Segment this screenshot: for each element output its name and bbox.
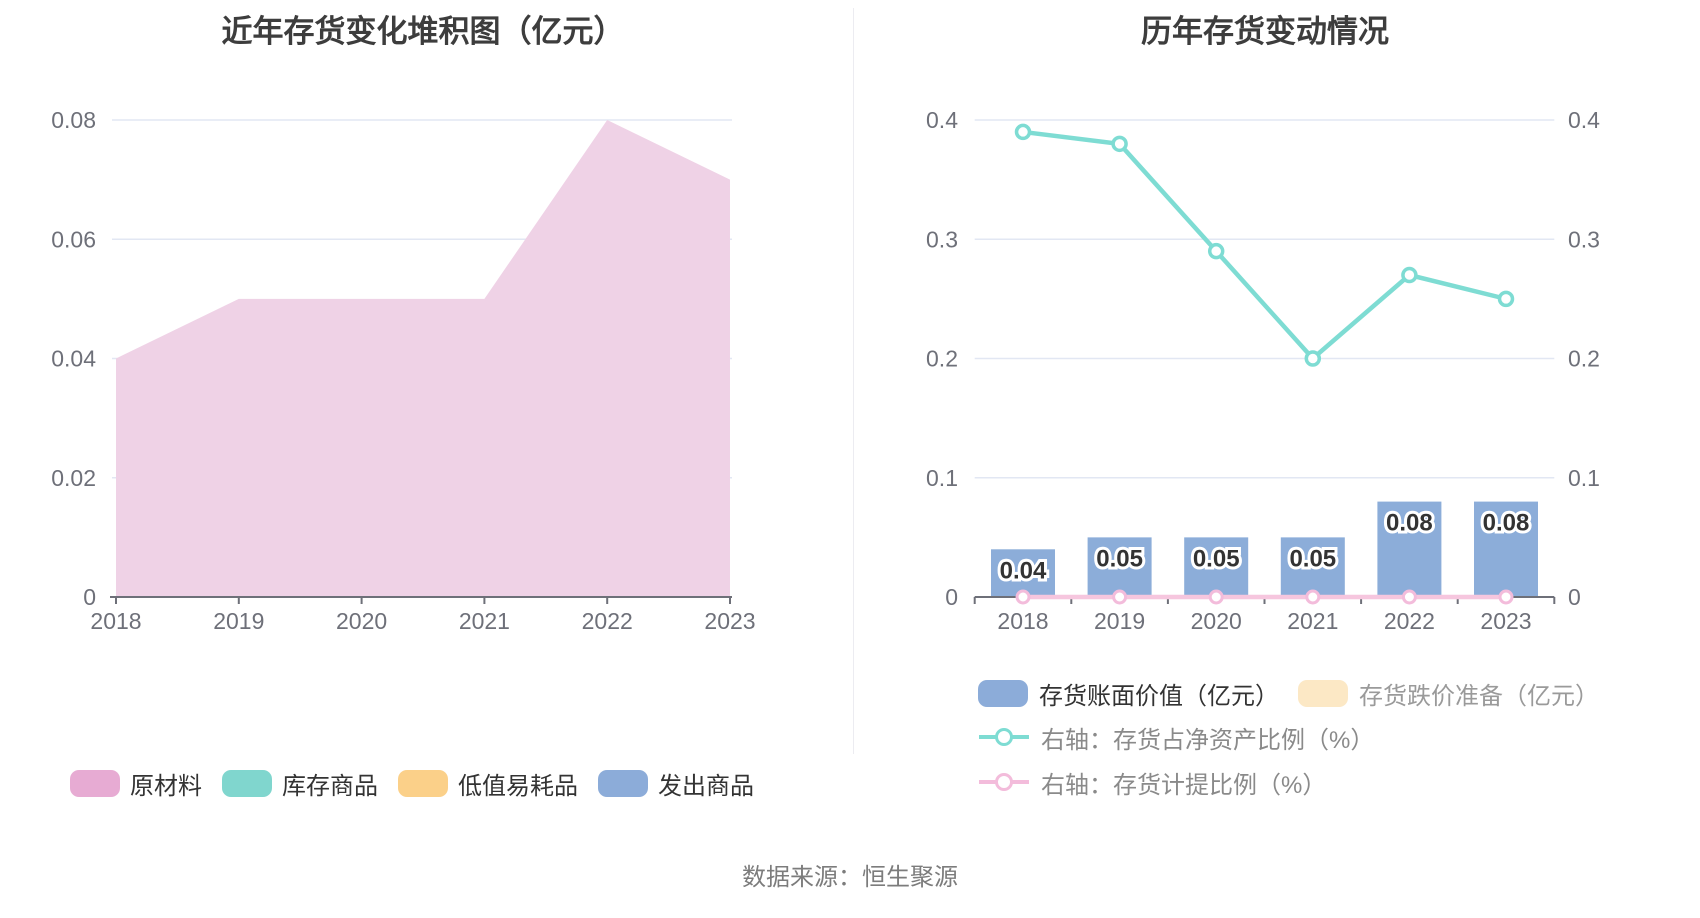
legend-item-inventory-depreciation-reserve[interactable]: 存货跌价准备（亿元） xyxy=(1298,679,1599,710)
right-y-axis-tick-label: 0.3 xyxy=(1568,226,1600,252)
line-marker[interactable] xyxy=(1304,350,1322,367)
left-y-axis-tick-label: 0.2 xyxy=(926,346,958,372)
left-chart-legend: 原材料 库存商品 低值易耗品 发出商品 xyxy=(70,769,754,800)
x-axis-tick-label: 2020 xyxy=(336,608,387,634)
x-axis-tick-label: 2021 xyxy=(459,608,510,634)
x-axis-tick-label: 2019 xyxy=(213,608,264,634)
legend-swatch-pink xyxy=(70,769,120,797)
x-axis-tick-label: 2018 xyxy=(90,608,141,634)
bar-2023[interactable] xyxy=(1474,501,1538,597)
legend-swatch-teal xyxy=(222,769,272,797)
pink-line-marker-icon xyxy=(979,773,1029,791)
legend-item-inventory-provision-ratio[interactable]: 右轴：存货计提比例（%） xyxy=(978,768,1326,799)
bar-value-label: 0.05 xyxy=(1096,545,1143,572)
bar-value-label: 0.05 xyxy=(1193,545,1240,572)
y-axis-tick-label: 0 xyxy=(83,584,96,610)
x-axis-tick-label: 2022 xyxy=(582,608,633,634)
line-marker[interactable] xyxy=(1497,290,1515,308)
right-chart-title: 历年存货变动情况 xyxy=(1141,14,1389,49)
right-y-axis-tick-label: 0.1 xyxy=(1568,465,1600,491)
line-marker[interactable] xyxy=(1112,589,1128,605)
legend-swatch-yellow xyxy=(398,769,448,797)
bar-value-label: 0.08 xyxy=(1483,510,1530,537)
x-axis-tick-label: 2019 xyxy=(1094,608,1145,634)
line-marker[interactable] xyxy=(1015,589,1031,605)
legend-item-goods-shipped[interactable]: 发出商品 xyxy=(598,769,754,800)
bar-2021[interactable] xyxy=(1280,537,1345,597)
legend-label: 存货跌价准备（亿元） xyxy=(1359,682,1599,710)
line-series-inventory-to-net-assets-ratio[interactable] xyxy=(1022,129,1507,362)
right-y-axis-tick-label: 0.2 xyxy=(1568,346,1600,372)
legend-label: 原材料 xyxy=(130,772,202,800)
legend-item-raw-materials[interactable]: 原材料 xyxy=(70,769,202,800)
legend-label: 右轴：存货占净资产比例（%） xyxy=(1041,726,1375,754)
bar-value-label: 0.08 xyxy=(1386,510,1433,537)
line-marker[interactable] xyxy=(1014,123,1032,141)
bar-2019[interactable] xyxy=(1087,537,1152,597)
right-y-axis-tick-label: 0.4 xyxy=(1568,107,1600,133)
x-axis-tick-label: 2023 xyxy=(1480,608,1531,634)
x-axis-tick-label: 2018 xyxy=(997,608,1048,634)
legend-item-low-value-consumables[interactable]: 低值易耗品 xyxy=(398,769,578,800)
legend-swatch-blue xyxy=(598,769,648,797)
legend-swatch-blue xyxy=(978,679,1028,707)
x-axis-tick-label: 2023 xyxy=(704,608,755,634)
line-marker[interactable] xyxy=(1111,135,1128,153)
line-marker[interactable] xyxy=(1401,589,1417,605)
area-series-raw-materials[interactable] xyxy=(116,120,730,597)
line-marker[interactable] xyxy=(1305,589,1321,605)
legend-label: 库存商品 xyxy=(282,772,378,800)
right-y-axis-tick-label: 0 xyxy=(1568,584,1581,610)
bar-2018[interactable] xyxy=(991,549,1055,597)
legend-item-inventory-book-value[interactable]: 存货账面价值（亿元） xyxy=(978,679,1279,710)
legend-swatch-cream xyxy=(1298,679,1348,707)
x-axis-tick-label: 2020 xyxy=(1191,608,1242,634)
legend-label: 低值易耗品 xyxy=(458,772,578,800)
legend-label: 存货账面价值（亿元） xyxy=(1039,682,1279,710)
legend-item-inventory-to-net-assets-ratio[interactable]: 右轴：存货占净资产比例（%） xyxy=(978,723,1374,754)
y-axis-tick-label: 0.06 xyxy=(51,226,96,252)
x-axis-tick-label: 2021 xyxy=(1287,608,1338,634)
bar-2020[interactable] xyxy=(1184,537,1249,597)
left-chart-title: 近年存货变化堆积图（亿元） xyxy=(221,14,625,49)
x-axis-tick-label: 2022 xyxy=(1384,608,1435,634)
left-y-axis-tick-label: 0.4 xyxy=(926,107,958,133)
left-y-axis-tick-label: 0 xyxy=(945,584,958,610)
data-source-note: 数据来源：恒生聚源 xyxy=(742,864,958,891)
line-marker[interactable] xyxy=(1207,242,1225,260)
left-y-axis-tick-label: 0.1 xyxy=(926,465,958,491)
teal-line-marker-icon xyxy=(979,728,1029,746)
panel-divider xyxy=(853,8,854,754)
legend-item-stock-goods[interactable]: 库存商品 xyxy=(222,769,378,800)
line-marker[interactable] xyxy=(1498,589,1514,605)
legend-label: 发出商品 xyxy=(658,772,754,800)
y-axis-tick-label: 0.04 xyxy=(51,346,96,372)
bar-value-label: 0.04 xyxy=(1000,557,1047,584)
bar-value-label: 0.05 xyxy=(1289,545,1336,572)
left-y-axis-tick-label: 0.3 xyxy=(926,226,958,252)
bar-2022[interactable] xyxy=(1377,501,1442,597)
legend-label: 右轴：存货计提比例（%） xyxy=(1041,771,1327,799)
y-axis-tick-label: 0.02 xyxy=(51,465,96,491)
y-axis-tick-label: 0.08 xyxy=(51,107,96,133)
line-marker[interactable] xyxy=(1401,266,1418,284)
line-marker[interactable] xyxy=(1208,589,1224,605)
